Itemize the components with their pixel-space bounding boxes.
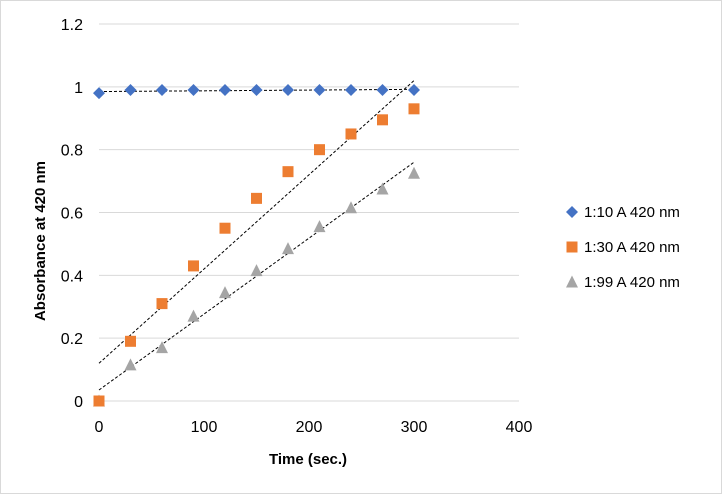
x-tick-label: 0: [95, 419, 104, 436]
series-1-99-point: [124, 358, 137, 371]
gridlines: [99, 23, 519, 339]
legend-marker-series-1-10: [566, 206, 578, 218]
tick-labels: 0 0.2 0.4 0.6 0.8 1 1.2 0 100 200 300 400: [61, 17, 533, 436]
series-1-10-point: [156, 83, 168, 96]
series-1-10-point: [345, 83, 357, 96]
series-1-10-point: [93, 87, 105, 100]
legend-marker-series-1-30: [566, 241, 578, 253]
series-1-99-point: [313, 220, 326, 233]
data-points: [93, 83, 420, 407]
series-1-10-point: [282, 83, 294, 96]
series-1-99-point: [376, 182, 389, 195]
series-1-99-point: [156, 341, 168, 354]
legend-label-series-1-30: 1:30 A 420 nm: [584, 239, 680, 256]
series-1-30-point: [282, 166, 294, 178]
series-1-10-point: [187, 83, 200, 96]
series-1-99-point: [345, 201, 357, 214]
x-tick-label: 400: [506, 419, 533, 436]
legend-marker-series-1-99: [566, 275, 578, 288]
series-1-30-point: [345, 128, 357, 140]
series-1-10-point: [219, 83, 231, 96]
series-1-30-point: [314, 144, 325, 156]
legend-label-series-1-10: 1:10 A 420 nm: [584, 204, 680, 221]
series-1-10-point: [124, 83, 137, 96]
series-1-30-point: [188, 260, 199, 272]
trendlines: [98, 80, 415, 391]
series-1-99-point: [282, 242, 294, 255]
series-1-30-point: [125, 335, 136, 347]
series-1-30-point: [251, 192, 262, 204]
x-tick-label: 300: [401, 419, 428, 436]
y-tick-label: 0: [74, 394, 83, 411]
x-tick-label: 100: [191, 419, 218, 436]
legend: 1:10 A 420 nm 1:30 A 420 nm 1:99 A 420 nm: [566, 204, 680, 291]
y-tick-label: 0.6: [61, 206, 83, 223]
series-1-30-trendline: [98, 80, 415, 364]
x-tick-label: 200: [296, 419, 323, 436]
y-tick-label: 1: [74, 80, 83, 97]
series-1-99-point: [408, 166, 420, 179]
series-1-30-point: [156, 298, 168, 310]
series-1-10-point: [376, 83, 389, 96]
series-1-30-point: [93, 395, 105, 407]
series-1-30-point: [219, 222, 231, 234]
series-1-99-point: [250, 264, 263, 277]
y-axis-title: Absorbance at 420 nm: [32, 161, 49, 321]
y-tick-label: 1.2: [61, 17, 83, 34]
series-1-99-point: [219, 286, 231, 299]
series-1-10-point: [250, 83, 263, 96]
x-axis-title: Time (sec.): [269, 451, 347, 468]
series-1-10-point: [313, 83, 326, 96]
series-1-10-point: [408, 83, 420, 96]
y-tick-label: 0.2: [61, 331, 83, 348]
series-1-30-point: [408, 103, 420, 115]
series-1-99-point: [187, 309, 200, 322]
y-tick-label: 0.4: [61, 268, 83, 285]
legend-label-series-1-99: 1:99 A 420 nm: [584, 274, 680, 291]
series-1-30-point: [377, 114, 388, 126]
y-tick-label: 0.8: [61, 143, 83, 160]
